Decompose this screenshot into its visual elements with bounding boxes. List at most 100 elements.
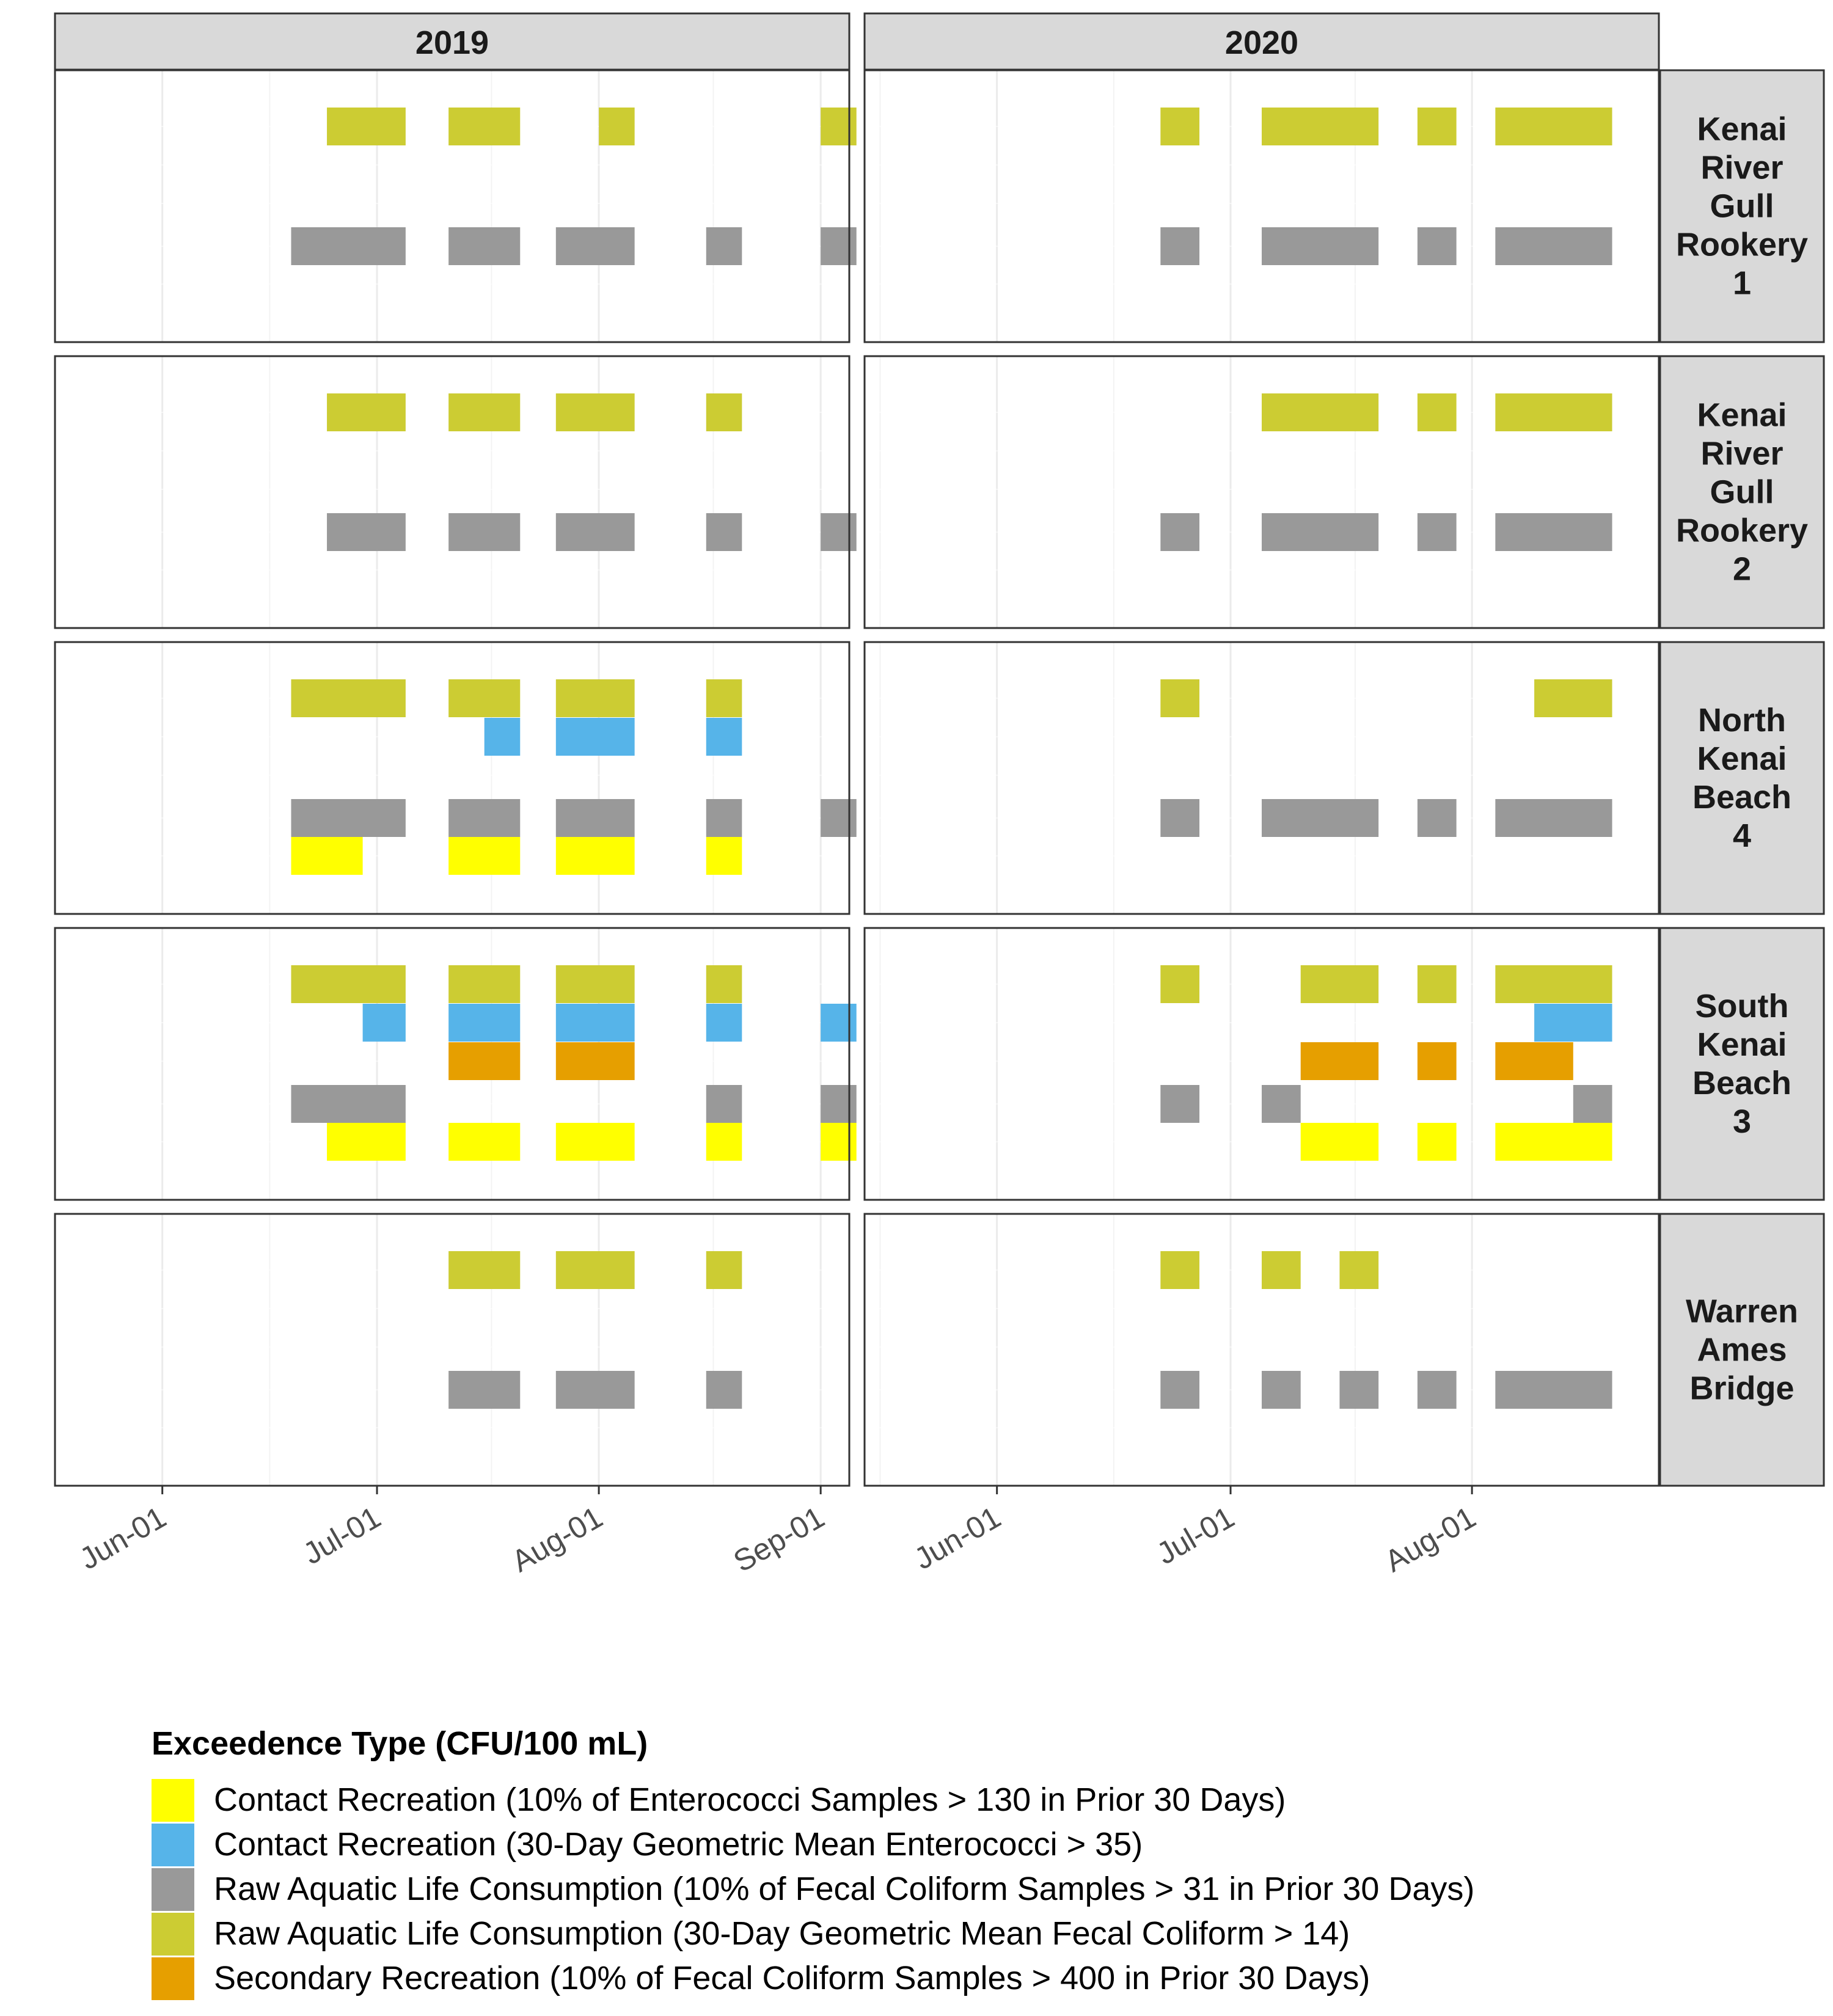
exceedence-bar [1417,965,1457,1003]
site-strip-label: Rookery [1676,227,1808,263]
exceedence-bar [448,1251,521,1289]
x-tick-label: Jul-01 [298,1500,387,1571]
year-strip-bg [54,12,851,71]
exceedence-bar [1495,227,1612,265]
exceedence-bar [448,227,521,265]
exceedence-bar [555,718,635,756]
year-strip-label: 2020 [1225,24,1298,61]
exceedence-bar [327,513,406,551]
x-tick-label: Sep-01 [728,1500,830,1579]
exceedence-bar [1495,108,1612,145]
exceedence-bar [448,1123,521,1161]
site-strip-label: 2 [1733,551,1751,588]
exceedence-bar [1495,965,1612,1003]
exceedence-bar [706,1251,742,1289]
panel-3-2019 [54,641,857,915]
exceedence-bar [1417,108,1457,145]
exceedence-bar [821,1085,857,1123]
panel-border [863,1213,1660,1487]
exceedence-bar [1534,1004,1612,1042]
site-strip-label: Ames [1697,1332,1787,1368]
exceedence-bar [555,1371,635,1409]
exceedence-bar [1417,227,1457,265]
x-tick-label: Aug-01 [1379,1500,1482,1579]
exceedence-bar [555,837,635,875]
exceedence-bar [1160,513,1200,551]
legend-item-label: Secondary Recreation (10% of Fecal Colif… [214,1960,1370,1996]
site-strip-label: Beach [1692,779,1791,816]
site-strip-label: Kenai [1697,397,1787,434]
x-tick-label: Jun-01 [909,1500,1006,1576]
exceedence-bar [448,965,521,1003]
site-strip-label: Warren [1686,1293,1798,1330]
exceedence-bar [1417,1123,1457,1161]
exceedence-bar [555,1042,635,1080]
x-tick-label: Aug-01 [506,1500,609,1579]
legend-key [152,1824,194,1866]
exceedence-bar [706,1123,742,1161]
site-strip-label: South [1696,988,1789,1024]
legend-key [152,1957,194,2000]
panel-3-2020 [863,641,1660,915]
exceedence-bar [291,799,406,837]
exceedence-bar [1160,227,1200,265]
legend-item-label: Contact Recreation (30-Day Geometric Mea… [214,1826,1143,1863]
exceedence-bar [821,1004,857,1042]
exceedence-bar [1160,1251,1200,1289]
exceedence-bar [1160,679,1200,717]
exceedence-bar [1573,1085,1612,1123]
exceedence-bar [327,108,406,145]
legend-key [152,1868,194,1911]
exceedence-bar [1417,1042,1457,1080]
exceedence-bar [821,799,857,837]
panel-border [863,927,1660,1201]
exceedence-bar [484,718,521,756]
panel-1-2020 [863,69,1660,343]
exceedence-bar [448,799,521,837]
exceedence-bar [448,513,521,551]
year-strip-2019: 2019 [54,12,851,71]
site-strip-bg [1659,1213,1825,1487]
exceedence-bar [1262,393,1379,431]
site-strip-bg [1659,641,1825,915]
exceedence-bar [555,965,635,1003]
exceedence-bar [706,679,742,717]
exceedence-bar [327,1123,406,1161]
exceedence-bar [706,1085,742,1123]
exceedence-bar [555,679,635,717]
site-strip-label: Kenai [1697,111,1787,148]
exceedence-bar [706,1371,742,1409]
exceedence-bar [362,1004,406,1042]
exceedence-bar [555,1123,635,1161]
panel-2-2020 [863,355,1660,629]
exceedence-bar [1417,513,1457,551]
exceedence-bar [448,1371,521,1409]
exceedence-bar [1417,393,1457,431]
exceedence-bar [291,227,406,265]
site-strip-label: River [1700,150,1783,186]
exceedence-bar [1160,965,1200,1003]
panel-border [54,927,851,1201]
exceedence-bar [1534,679,1612,717]
site-strip-label: Kenai [1697,1026,1787,1063]
panel-2-2019 [54,355,857,629]
exceedence-bar [821,108,857,145]
exceedence-bar [1262,227,1379,265]
legend-key [152,1779,194,1822]
exceedence-bar [1495,1371,1612,1409]
exceedence-bar [706,799,742,837]
legend-title: Exceedence Type (CFU/100 mL) [152,1725,648,1762]
site-strip-label: Kenai [1697,740,1787,777]
panel-border [54,641,851,915]
site-strip-label: 4 [1733,817,1751,854]
panel-border [863,355,1660,629]
legend: Exceedence Type (CFU/100 mL) Contact Recr… [152,1725,1474,2000]
site-strip-label: 1 [1733,265,1751,302]
site-strip-label: Beach [1692,1065,1791,1101]
exceedence-bar [706,718,742,756]
exceedence-bar [1262,799,1379,837]
